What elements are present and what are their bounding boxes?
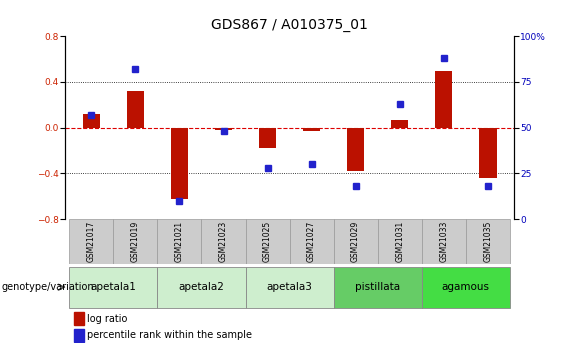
Bar: [74, 328, 84, 342]
Bar: [466, 219, 510, 264]
Bar: [158, 219, 202, 264]
Bar: [333, 219, 377, 264]
Text: GSM21021: GSM21021: [175, 221, 184, 262]
Text: GSM21035: GSM21035: [483, 221, 492, 262]
Bar: [435, 70, 453, 128]
Text: GSM21025: GSM21025: [263, 221, 272, 262]
Text: GSM21027: GSM21027: [307, 221, 316, 262]
Bar: [421, 219, 466, 264]
Text: pistillata: pistillata: [355, 282, 400, 292]
Text: apetala1: apetala1: [90, 282, 136, 292]
Text: GSM21029: GSM21029: [351, 221, 360, 262]
Bar: [69, 219, 114, 264]
Bar: [202, 219, 246, 264]
Text: GSM21033: GSM21033: [439, 221, 448, 262]
Bar: [259, 128, 276, 148]
Bar: [82, 114, 100, 128]
Bar: [333, 267, 421, 308]
Bar: [114, 219, 158, 264]
Bar: [421, 267, 510, 308]
Text: percentile rank within the sample: percentile rank within the sample: [86, 330, 251, 340]
Bar: [127, 91, 144, 128]
Bar: [215, 128, 232, 130]
Title: GDS867 / A010375_01: GDS867 / A010375_01: [211, 18, 368, 32]
Text: GSM21023: GSM21023: [219, 221, 228, 262]
Bar: [303, 128, 320, 131]
Text: log ratio: log ratio: [86, 314, 127, 324]
Text: apetala2: apetala2: [179, 282, 224, 292]
Bar: [479, 128, 497, 178]
Bar: [246, 219, 289, 264]
Bar: [377, 219, 421, 264]
Bar: [289, 219, 333, 264]
Text: GSM21019: GSM21019: [131, 221, 140, 262]
Bar: [171, 128, 188, 198]
Text: GSM21017: GSM21017: [87, 221, 96, 262]
Text: GSM21031: GSM21031: [395, 221, 404, 262]
Bar: [246, 267, 333, 308]
Text: agamous: agamous: [442, 282, 490, 292]
Bar: [347, 128, 364, 171]
Bar: [391, 120, 408, 128]
Bar: [69, 267, 158, 308]
Bar: [158, 267, 246, 308]
Bar: [74, 312, 84, 325]
Text: genotype/variation: genotype/variation: [1, 282, 94, 292]
Text: apetala3: apetala3: [267, 282, 312, 292]
